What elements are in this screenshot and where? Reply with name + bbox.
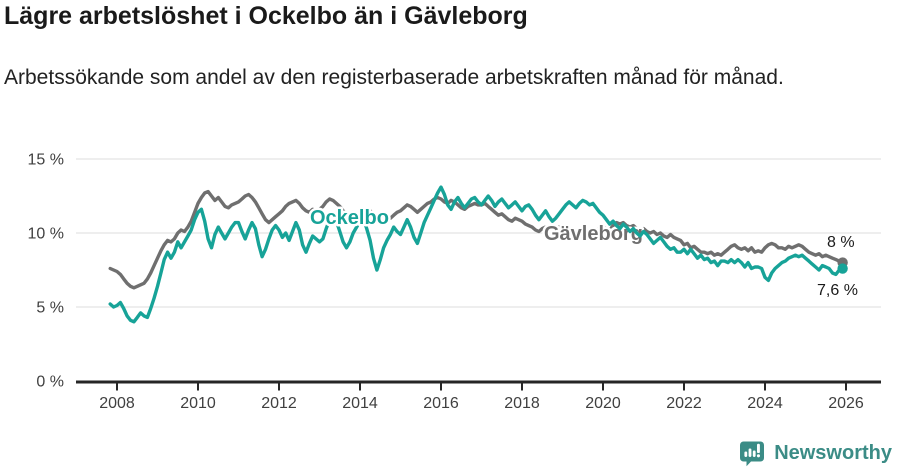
x-tick-label: 2010 bbox=[180, 395, 216, 412]
y-tick-label: 0 % bbox=[36, 374, 64, 391]
x-tick-label: 2012 bbox=[261, 395, 297, 412]
x-tick-label: 2014 bbox=[342, 395, 378, 412]
x-tick-label: 2026 bbox=[828, 395, 864, 412]
series-line-gvleborg bbox=[108, 189, 845, 290]
x-tick-label: 2018 bbox=[504, 395, 540, 412]
y-tick-label: 10 % bbox=[28, 226, 64, 243]
x-tick-label: 2022 bbox=[666, 395, 702, 412]
newsworthy-logo-icon bbox=[740, 441, 765, 467]
x-tick-label: 2024 bbox=[747, 395, 783, 412]
x-tick-label: 2008 bbox=[99, 395, 135, 412]
series-end-value-gvleborg: 8 % bbox=[827, 234, 855, 251]
y-tick-label: 15 % bbox=[28, 152, 64, 169]
y-tick-label: 5 % bbox=[36, 300, 64, 317]
chart-subtitle: Arbetssökande som andel av den registerb… bbox=[4, 66, 784, 89]
series-end-value-ockelbo: 7,6 % bbox=[817, 282, 858, 299]
newsworthy-logo: Newsworthy bbox=[737, 438, 892, 468]
newsworthy-logo-text: Newsworthy bbox=[774, 441, 892, 464]
series-line-ockelbo bbox=[108, 185, 845, 324]
x-tick-label: 2020 bbox=[585, 395, 621, 412]
x-tick-label: 2016 bbox=[423, 395, 459, 412]
series-end-dot-ockelbo bbox=[837, 263, 848, 274]
series-label-ockelbo: Ockelbo bbox=[310, 207, 389, 229]
line-chart: 0 % 5 % 10 % 15 % 2008 2010 2012 2014 2016 2018 20… bbox=[28, 152, 881, 412]
page-title: Lägre arbetslöshet i Ockelbo än i Gävleb… bbox=[4, 2, 528, 30]
